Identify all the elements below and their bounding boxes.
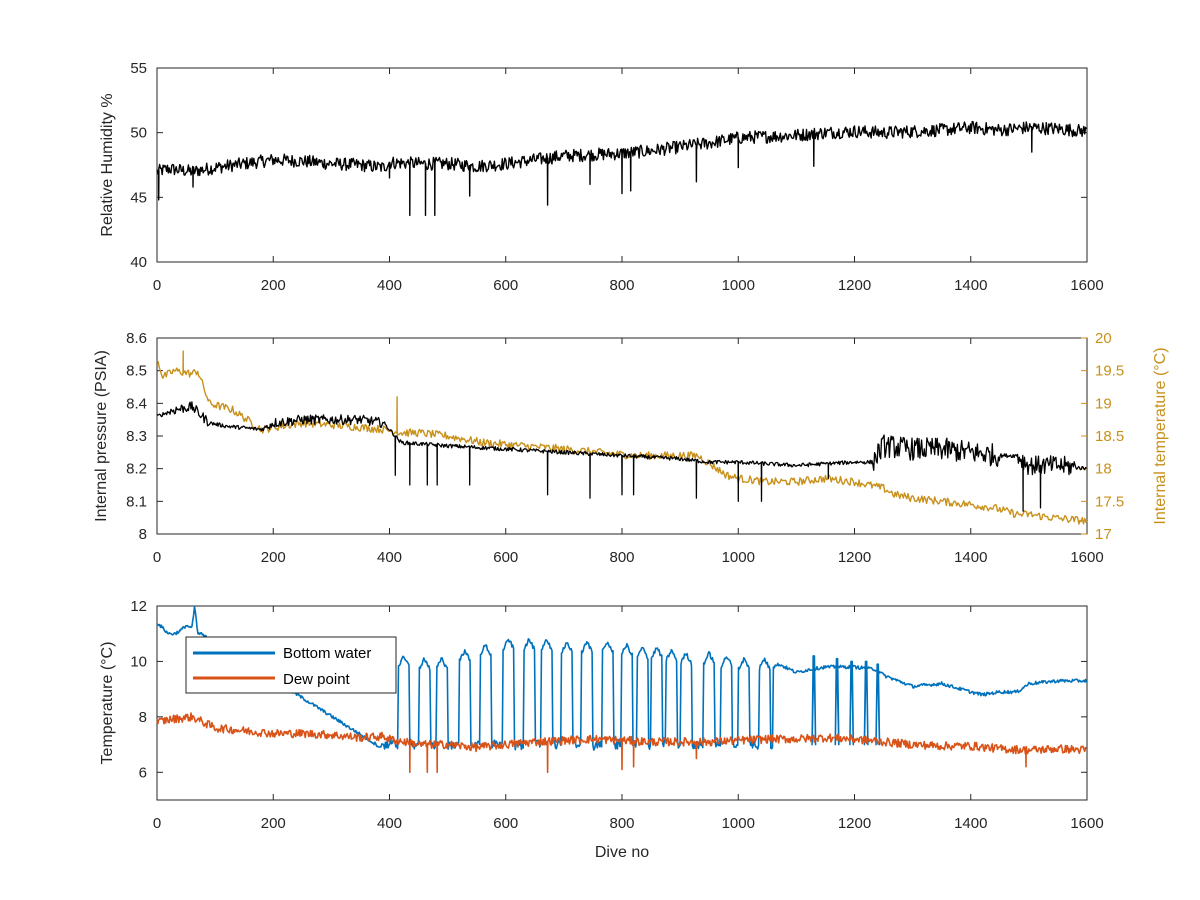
y2-tick-label: 18 [1095, 461, 1112, 478]
x-tick-label: 0 [153, 815, 161, 832]
pressure-temperature-panel: 0 200 400 600 800 1000 1200 1400 1600 8 8.1 8.2 8.3… [93, 330, 1169, 566]
y-tick-label: 10 [130, 653, 147, 670]
x-tick-label: 800 [609, 549, 634, 566]
x-tick-label: 1200 [838, 815, 871, 832]
legend-label-bottom-water: Bottom water [283, 645, 371, 662]
y-tick-label: 8.1 [126, 493, 147, 510]
y-tick-label: 8 [139, 709, 147, 726]
y-tick-label: 8.6 [126, 330, 147, 347]
x-tick-label: 600 [493, 815, 518, 832]
x-tick-label: 200 [261, 277, 286, 294]
y-tick-label: 8.5 [126, 363, 147, 380]
x-tick-label: 400 [377, 549, 402, 566]
x-tick-label: 0 [153, 549, 161, 566]
x-tick-label: 200 [261, 815, 286, 832]
y-tick-label: 8 [139, 526, 147, 543]
y2-tick-label: 18.5 [1095, 428, 1124, 445]
y2-tick-label: 20 [1095, 330, 1112, 347]
humidity-panel: 0 200 400 600 800 1000 1200 1400 1600 40 45 50 55 R… [99, 60, 1104, 294]
x-tick-label: 1200 [838, 549, 871, 566]
x-tick-label: 1000 [722, 549, 755, 566]
y2-tick-label: 19 [1095, 395, 1112, 412]
y-tick-label: 50 [130, 125, 147, 142]
temperature-y-label: Temperature (°C) [99, 642, 116, 765]
x-tick-label: 1400 [954, 277, 987, 294]
legend-label-dew-point: Dew point [283, 671, 351, 688]
y2-tick-label: 17.5 [1095, 493, 1124, 510]
internal-pressure-line [156, 401, 1087, 512]
y-tick-label: 8.2 [126, 461, 147, 478]
y-tick-label: 12 [130, 598, 147, 615]
x-tick-label: 1600 [1070, 815, 1103, 832]
x-tick-label: 800 [609, 277, 634, 294]
x-tick-label: 600 [493, 549, 518, 566]
y-tick-label: 40 [130, 254, 147, 271]
humidity-y-label: Relative Humidity % [99, 93, 116, 236]
dew-point-line [156, 712, 1087, 774]
y2-tick-label: 19.5 [1095, 363, 1124, 380]
temperature-panel: 0 200 400 600 800 1000 1200 1400 1600 6 8 10 12 Tem… [99, 598, 1104, 861]
x-tick-label: 1200 [838, 277, 871, 294]
y-tick-label: 55 [130, 60, 147, 77]
x-tick-label: 1600 [1070, 549, 1103, 566]
y2-tick-label: 17 [1095, 526, 1112, 543]
x-tick-label: 400 [377, 277, 402, 294]
x-tick-label: 800 [609, 815, 634, 832]
x-tick-label: 200 [261, 549, 286, 566]
x-tick-label: 1600 [1070, 277, 1103, 294]
x-tick-label: 0 [153, 277, 161, 294]
x-tick-label: 1000 [722, 277, 755, 294]
bottom-water-line [156, 605, 1088, 751]
x-tick-label: 600 [493, 277, 518, 294]
x-tick-label: 400 [377, 815, 402, 832]
y-tick-label: 8.3 [126, 428, 147, 445]
legend-box [185, 636, 397, 694]
x-axis-label: Dive no [595, 844, 649, 861]
x-tick-label: 1400 [954, 815, 987, 832]
legend: Bottom water Dew point [185, 636, 397, 694]
y-tick-label: 8.4 [126, 395, 147, 412]
x-tick-label: 1400 [954, 549, 987, 566]
y-tick-label: 45 [130, 189, 147, 206]
y-tick-label: 6 [139, 764, 147, 781]
pressure-plot-area [156, 337, 1088, 535]
x-tick-label: 1000 [722, 815, 755, 832]
pressure-y-label: Internal pressure (PSIA) [93, 350, 110, 522]
humidity-line [156, 120, 1088, 217]
internal-temperature-y-label: Internal temperature (°C) [1152, 347, 1169, 524]
